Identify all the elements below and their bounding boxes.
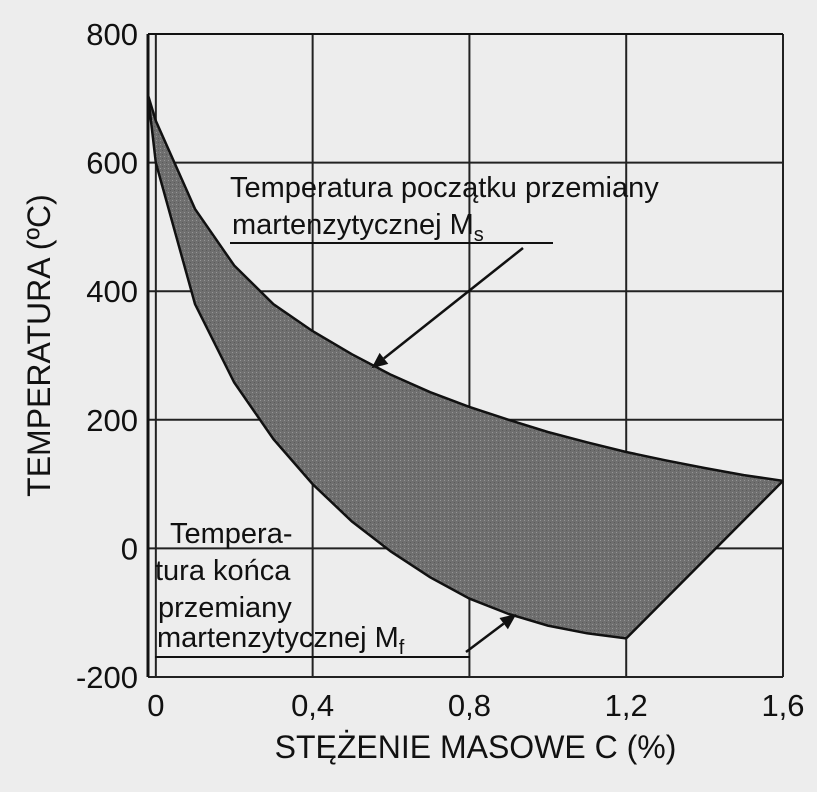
ms-annotation-text: martenzytycznej M xyxy=(232,209,474,241)
ms-arrowhead xyxy=(371,352,389,369)
plot-frame xyxy=(146,33,783,677)
mf-annotation-line-3: przemiany xyxy=(158,592,292,624)
ms-annotation-line-2: martenzytycznej Ms xyxy=(232,209,484,246)
mf-curve xyxy=(146,94,627,640)
y-tick-label-0: 800 xyxy=(86,17,138,52)
x-tick-label-2: 0,8 xyxy=(448,688,491,723)
mf-annotation: Tempera- tura końca przemiany martenzyty… xyxy=(155,518,517,659)
mf-arrowhead xyxy=(499,613,517,630)
x-tick-label-1: 0,4 xyxy=(291,688,334,723)
mf-annotation-text: martenzytycznej M xyxy=(157,622,399,654)
ms-curve xyxy=(146,94,784,483)
ms-annotation-line-1: Temperatura początku przemiany xyxy=(230,172,659,204)
closing-segment xyxy=(625,480,784,640)
band-fill xyxy=(148,95,783,639)
mf-annotation-line-4: martenzytycznej Mf xyxy=(157,622,405,659)
y-tick-label-2: 400 xyxy=(86,274,138,309)
mf-annotation-line-2: tura końca xyxy=(155,555,291,587)
tick-labels: 800 600 400 200 0 -200 0 0,4 0,8 1,2 1,6 xyxy=(76,17,805,723)
martensite-band xyxy=(148,95,783,639)
x-tick-label-0: 0 xyxy=(147,688,164,723)
mf-annotation-line-1: Tempera- xyxy=(170,518,293,550)
mf-subscript: f xyxy=(399,637,405,659)
x-tick-label-3: 1,2 xyxy=(605,688,648,723)
curves xyxy=(146,94,784,640)
ms-annotation: Temperatura początku przemiany martenzyt… xyxy=(230,172,659,369)
y-tick-label-1: 600 xyxy=(86,146,138,181)
y-axis-title: TEMPERATURA (ºC) xyxy=(21,194,57,497)
y-tick-label-4: 0 xyxy=(121,531,138,566)
ms-subscript: s xyxy=(474,224,484,246)
x-axis-title: STĘŻENIE MASOWE C (%) xyxy=(275,729,677,765)
mf-arrow xyxy=(465,622,505,653)
y-tick-label-3: 200 xyxy=(86,403,138,438)
ms-arrow xyxy=(383,247,524,360)
x-tick-label-4: 1,6 xyxy=(761,688,804,723)
y-tick-label-5: -200 xyxy=(76,660,138,695)
